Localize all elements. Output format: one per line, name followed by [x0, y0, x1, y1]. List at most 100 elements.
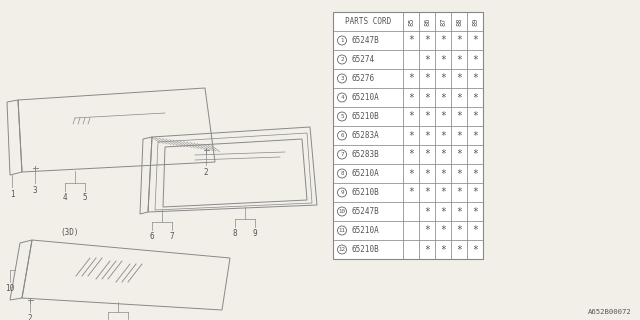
Text: *: * — [424, 188, 430, 197]
Text: 65210A: 65210A — [352, 93, 380, 102]
Text: *: * — [424, 111, 430, 122]
Text: 5: 5 — [83, 193, 87, 202]
Text: *: * — [472, 131, 478, 140]
Text: *: * — [456, 188, 462, 197]
Text: 65210A: 65210A — [352, 226, 380, 235]
Text: *: * — [456, 226, 462, 236]
Text: *: * — [472, 111, 478, 122]
Text: *: * — [424, 92, 430, 102]
Text: 89: 89 — [472, 17, 478, 26]
Text: *: * — [456, 131, 462, 140]
Text: *: * — [456, 206, 462, 217]
Text: PARTS CORD: PARTS CORD — [345, 17, 391, 26]
Text: *: * — [424, 226, 430, 236]
Text: 9: 9 — [340, 190, 344, 195]
Text: *: * — [440, 188, 446, 197]
Text: A652B00072: A652B00072 — [588, 309, 632, 315]
Text: *: * — [424, 74, 430, 84]
Text: 87: 87 — [440, 17, 446, 26]
Text: *: * — [440, 169, 446, 179]
Text: *: * — [456, 169, 462, 179]
Text: 65247B: 65247B — [352, 207, 380, 216]
Text: 65283B: 65283B — [352, 150, 380, 159]
Text: 4: 4 — [63, 193, 67, 202]
Text: *: * — [472, 226, 478, 236]
Text: 8: 8 — [233, 229, 237, 238]
Text: *: * — [456, 74, 462, 84]
Text: *: * — [472, 188, 478, 197]
Text: *: * — [456, 92, 462, 102]
Text: *: * — [408, 169, 414, 179]
Text: 7: 7 — [170, 232, 174, 241]
Text: *: * — [472, 74, 478, 84]
Text: 8: 8 — [340, 171, 344, 176]
Text: *: * — [456, 244, 462, 254]
Text: 65247B: 65247B — [352, 36, 380, 45]
Text: 88: 88 — [456, 17, 462, 26]
Text: 65283A: 65283A — [352, 131, 380, 140]
Text: *: * — [408, 111, 414, 122]
Text: *: * — [424, 169, 430, 179]
Text: 65274: 65274 — [352, 55, 375, 64]
Text: 65210A: 65210A — [352, 169, 380, 178]
Text: 65276: 65276 — [352, 74, 375, 83]
Text: *: * — [408, 92, 414, 102]
Text: 11: 11 — [339, 228, 346, 233]
Text: *: * — [456, 149, 462, 159]
Text: 1: 1 — [10, 190, 14, 199]
Text: *: * — [424, 36, 430, 45]
Text: *: * — [440, 74, 446, 84]
Text: 1: 1 — [340, 38, 344, 43]
Text: *: * — [424, 206, 430, 217]
Text: *: * — [424, 54, 430, 65]
Text: *: * — [472, 206, 478, 217]
Text: *: * — [408, 149, 414, 159]
Text: *: * — [472, 244, 478, 254]
Text: *: * — [472, 92, 478, 102]
Text: *: * — [424, 149, 430, 159]
Text: *: * — [408, 131, 414, 140]
Text: 65210B: 65210B — [352, 245, 380, 254]
Text: *: * — [440, 111, 446, 122]
Text: *: * — [472, 149, 478, 159]
Text: 86: 86 — [424, 17, 430, 26]
Text: 10: 10 — [339, 209, 346, 214]
Text: *: * — [440, 131, 446, 140]
Text: (3D): (3D) — [60, 228, 79, 237]
Text: 3: 3 — [33, 186, 37, 195]
Text: *: * — [408, 188, 414, 197]
Text: 12: 12 — [339, 247, 346, 252]
Text: *: * — [440, 244, 446, 254]
Text: 6: 6 — [150, 232, 154, 241]
Text: 85: 85 — [408, 17, 414, 26]
Text: 3: 3 — [340, 76, 344, 81]
Text: *: * — [472, 54, 478, 65]
Text: *: * — [440, 54, 446, 65]
Text: *: * — [440, 206, 446, 217]
Text: 4: 4 — [340, 95, 344, 100]
Text: *: * — [424, 131, 430, 140]
Text: 6: 6 — [340, 133, 344, 138]
Text: 7: 7 — [340, 152, 344, 157]
Text: *: * — [408, 36, 414, 45]
Text: *: * — [472, 36, 478, 45]
Text: 65210B: 65210B — [352, 112, 380, 121]
Text: *: * — [424, 244, 430, 254]
Text: *: * — [456, 36, 462, 45]
Text: *: * — [472, 169, 478, 179]
Text: 65210B: 65210B — [352, 188, 380, 197]
Text: *: * — [456, 54, 462, 65]
Text: 2: 2 — [204, 168, 208, 177]
Bar — [333, 12, 483, 259]
Text: 5: 5 — [340, 114, 344, 119]
Text: 9: 9 — [253, 229, 257, 238]
Text: *: * — [440, 226, 446, 236]
Text: *: * — [440, 36, 446, 45]
Text: *: * — [408, 74, 414, 84]
Text: 10: 10 — [5, 284, 15, 293]
Text: 2: 2 — [340, 57, 344, 62]
Text: *: * — [456, 111, 462, 122]
Text: 2: 2 — [28, 314, 32, 320]
Text: *: * — [440, 149, 446, 159]
Text: *: * — [440, 92, 446, 102]
